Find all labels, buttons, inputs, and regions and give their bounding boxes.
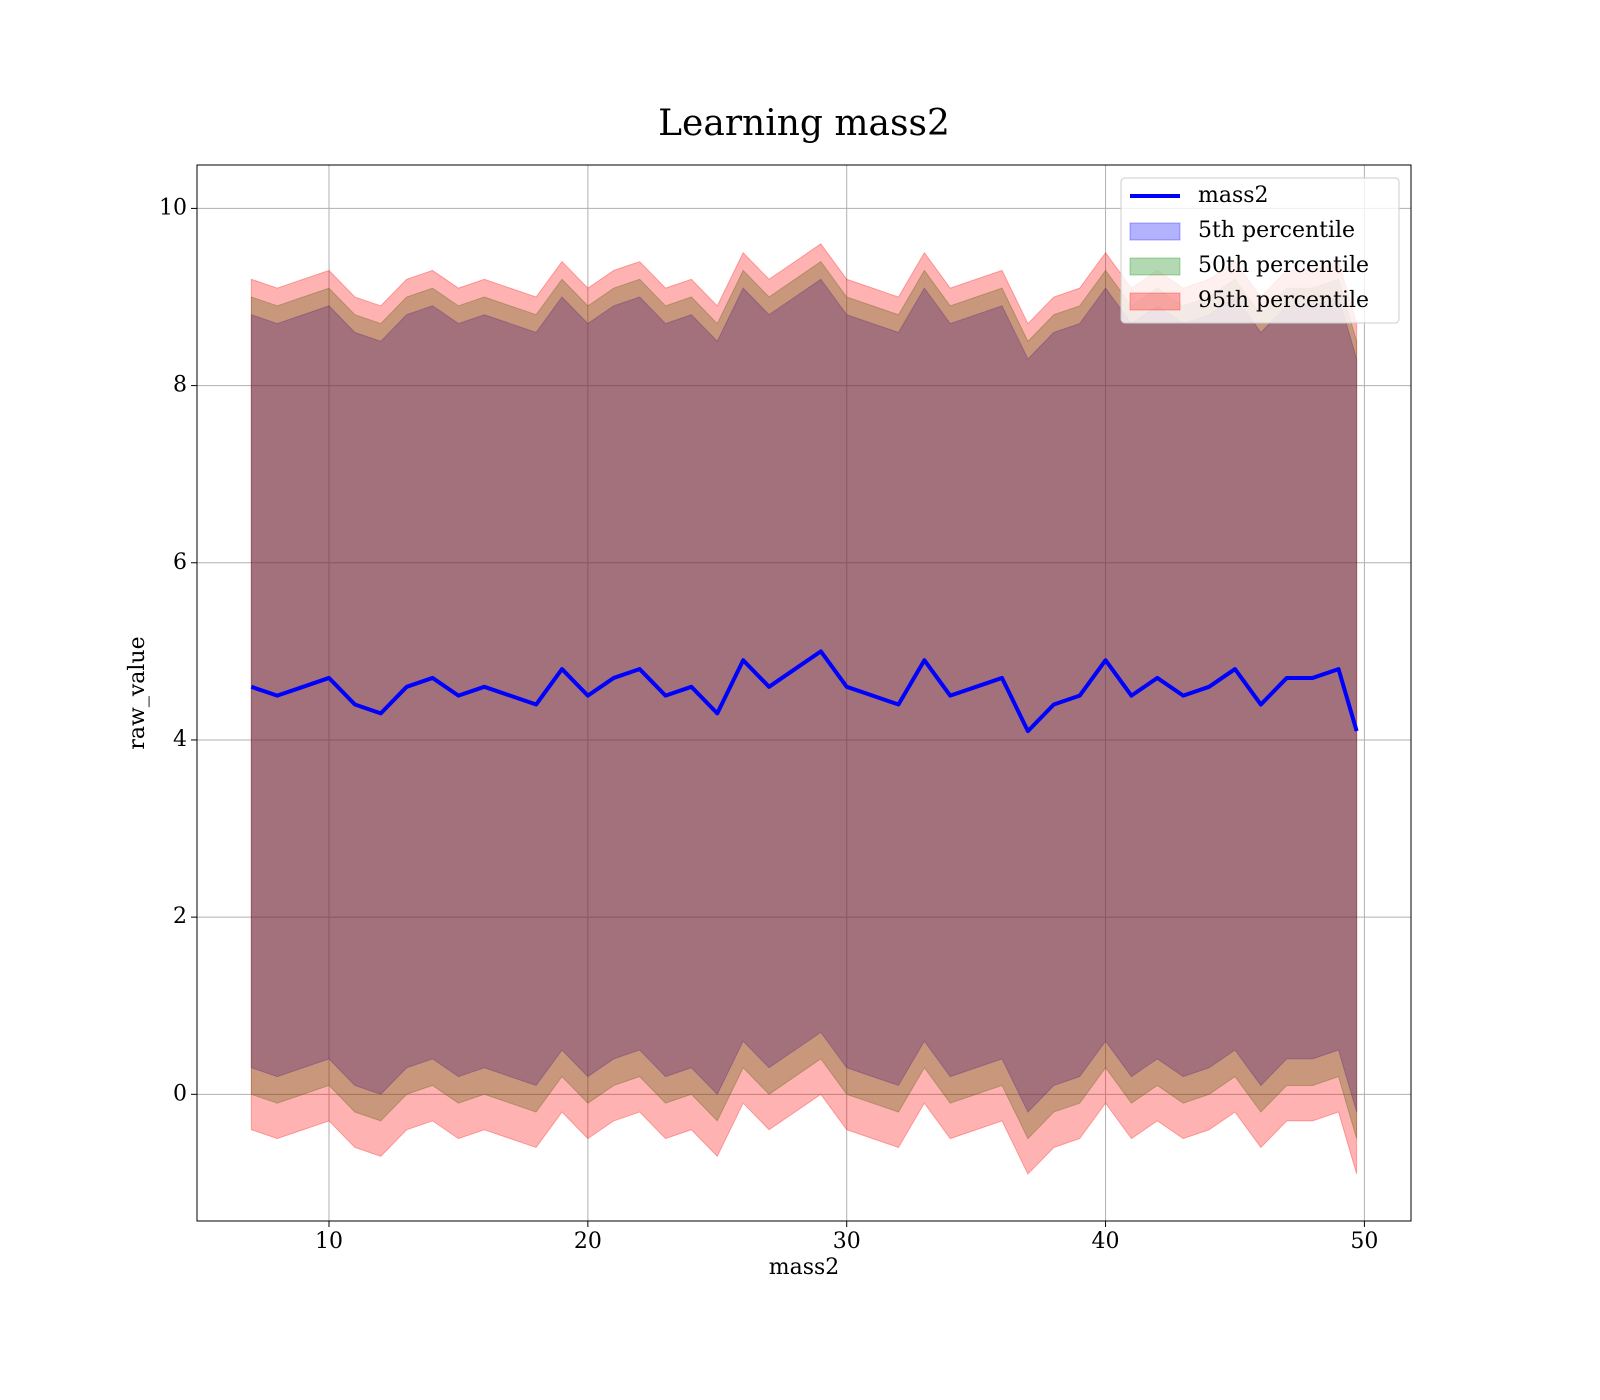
percentile-band: [250, 260, 1358, 1140]
x-tick-label: 40: [1092, 1229, 1120, 1254]
legend-box: [1120, 177, 1400, 324]
legend-label: 50th percentile: [1198, 253, 1369, 278]
legend-label: 5th percentile: [1198, 218, 1355, 243]
y-tick-label: 8: [173, 373, 187, 398]
y-axis-label: raw_value: [125, 636, 150, 749]
y-tick-label: 6: [173, 550, 187, 575]
y-tick-label: 10: [159, 195, 187, 220]
legend-swatch: [1129, 292, 1181, 311]
y-tick-label: 4: [173, 727, 187, 752]
line: [250, 649, 1359, 734]
legend-swatch: [1129, 222, 1181, 241]
chart-title: Learning mass2: [658, 103, 950, 144]
y-tick-label: 2: [173, 904, 187, 929]
legend-label: mass2: [1198, 183, 1269, 208]
x-tick-label: 30: [833, 1229, 861, 1254]
percentile-band: [250, 243, 1358, 1175]
legend-label: 95th percentile: [1198, 288, 1369, 313]
x-tick-label: 20: [574, 1229, 602, 1254]
x-tick-label: 50: [1350, 1229, 1378, 1254]
x-axis-label: mass2: [769, 1255, 840, 1280]
y-tick-label: 0: [173, 1081, 187, 1106]
percentile-band: [250, 278, 1358, 1113]
x-tick-label: 10: [315, 1229, 343, 1254]
plot-frame: [196, 164, 1412, 1222]
legend-swatch: [1129, 257, 1181, 276]
